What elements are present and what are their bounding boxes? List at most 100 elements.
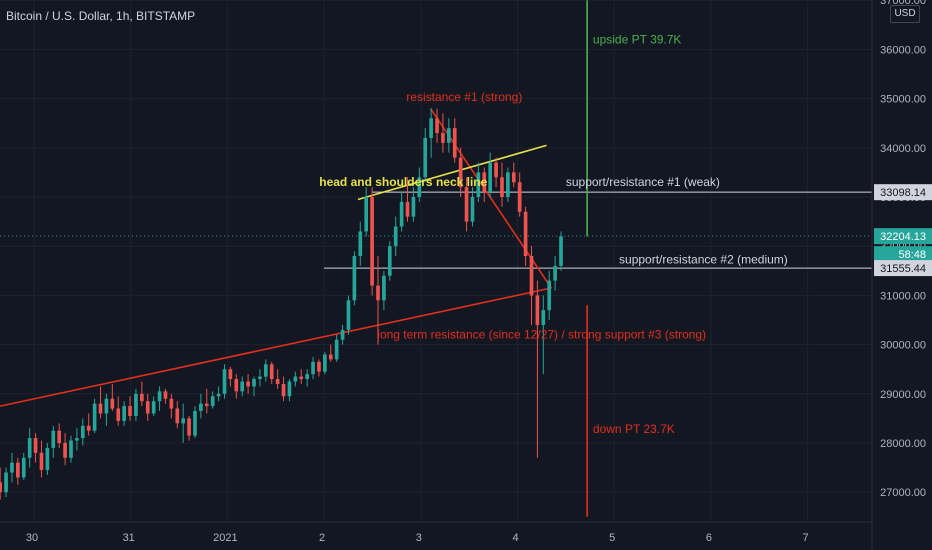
candle-body	[27, 438, 32, 458]
candle-body	[240, 381, 245, 392]
price-tick-label: 37000.00	[880, 0, 926, 7]
candle-body	[163, 391, 168, 399]
price-label-badge	[874, 184, 932, 201]
symbol-title[interactable]: Bitcoin / U.S. Dollar, 1h, BITSTAMP	[6, 9, 196, 23]
chart-annotations: upside PT 39.7K resistance #1 (strong) hea…	[319, 32, 788, 436]
candle-body	[122, 406, 126, 421]
chart-grid	[0, 0, 872, 522]
candle-body	[234, 379, 239, 392]
candle-body	[317, 361, 321, 372]
annotation-label: upside PT 39.7K	[593, 32, 682, 46]
annotation-label: resistance #1 (strong)	[406, 90, 522, 104]
candle-body	[104, 398, 109, 414]
candle-body	[275, 379, 280, 384]
candle-body	[517, 182, 522, 212]
candle-body	[553, 265, 557, 281]
time-axis: 30 31 2021 2 3 4 5 6 7	[0, 521, 872, 544]
candle-body	[269, 364, 274, 380]
time-tick-label: 3	[416, 532, 422, 544]
candle-body	[417, 177, 422, 197]
candle-body	[57, 430, 62, 443]
candle-body	[187, 418, 191, 436]
candle-body	[222, 369, 227, 394]
candle-body	[488, 162, 492, 193]
currency-label[interactable]: USD	[890, 5, 920, 23]
candle-body	[559, 236, 563, 266]
price-axis: 27000.00 28000.00 29000.00 30000.00 31000.00…	[871, 0, 932, 550]
candle-body	[346, 300, 351, 330]
candle-body	[399, 201, 404, 227]
candle-body	[140, 393, 144, 402]
candle-body	[405, 201, 410, 217]
candle-series	[0, 108, 563, 500]
candle-body	[458, 157, 463, 188]
price-tick-label: 36000.00	[880, 44, 926, 56]
candle-body	[98, 403, 103, 414]
candle-body	[252, 379, 256, 387]
candle-body	[423, 137, 428, 178]
candle-body	[370, 197, 374, 286]
annotation-label: long term resistance (since 12/27) / str…	[377, 328, 706, 342]
candle-body	[145, 401, 150, 414]
candle-body	[447, 128, 451, 143]
candle-body	[441, 133, 445, 143]
candle-body	[258, 376, 262, 380]
annotation-label: support/resistance #1 (weak)	[566, 175, 720, 189]
candle-body	[323, 354, 327, 372]
candle-body	[204, 403, 209, 407]
candle-body	[482, 172, 487, 193]
candle-body	[541, 310, 546, 325]
time-tick-label: 31	[123, 532, 135, 544]
candle-body	[500, 177, 504, 197]
candle-body	[33, 438, 38, 453]
annotation-label: head and shoulders neck line	[319, 175, 487, 189]
time-tick-label: 2021	[213, 532, 237, 544]
candle-body	[411, 197, 416, 217]
candle-body	[92, 403, 97, 431]
candle-body	[199, 403, 203, 412]
candle-body	[216, 393, 221, 397]
candle-body	[382, 275, 386, 301]
candle-body	[358, 231, 363, 257]
time-tick-label: 7	[803, 532, 809, 544]
time-tick-label: 2	[319, 532, 325, 544]
candle-body	[287, 381, 292, 397]
candle-body	[69, 440, 73, 458]
price-label-badge	[874, 228, 932, 245]
trend-line	[357, 144, 547, 201]
price-label-badge	[874, 260, 932, 277]
candle-body	[340, 329, 345, 340]
price-label-text: 58:48	[898, 249, 926, 261]
time-tick-label: 5	[609, 532, 615, 544]
candle-body	[10, 462, 14, 473]
candle-body	[4, 472, 8, 493]
candle-body	[376, 285, 380, 301]
price-tick-label: 29000.00	[880, 389, 926, 401]
candle-body	[393, 226, 398, 247]
candle-body	[523, 211, 528, 257]
candle-body	[210, 396, 215, 407]
price-tick-label: 28000.00	[880, 438, 926, 450]
time-tick-label: 4	[512, 532, 518, 544]
candle-body	[75, 438, 79, 441]
candle-body	[116, 408, 121, 421]
candle-body	[364, 197, 369, 232]
price-tick-label: 27000.00	[880, 487, 926, 499]
candle-body	[21, 457, 26, 478]
candle-body	[63, 443, 67, 458]
candle-body	[128, 406, 132, 416]
candle-body	[169, 398, 174, 409]
price-label-text: 31555.44	[880, 263, 926, 275]
candle-body	[452, 128, 457, 158]
candle-body	[246, 381, 250, 387]
price-tick-label: 30000.00	[880, 340, 926, 352]
candle-body	[51, 430, 56, 448]
candle-body	[435, 118, 439, 134]
candle-body	[134, 393, 138, 416]
candle-body	[529, 256, 534, 296]
candle-body	[429, 118, 433, 138]
candle-body	[511, 172, 516, 183]
price-label-badge	[874, 246, 932, 263]
candle-body	[45, 447, 50, 471]
